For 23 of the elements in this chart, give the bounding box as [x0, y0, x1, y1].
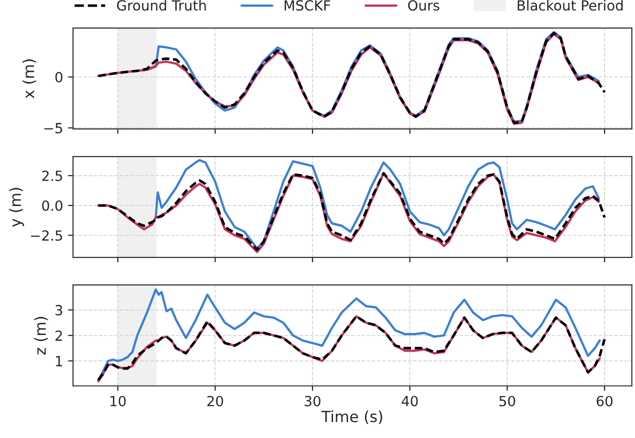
- y-tick-label: 2.5: [42, 170, 62, 182]
- legend-label: MSCKF: [284, 0, 330, 11]
- y-axis-title: x (m): [22, 59, 36, 98]
- y-tick-label: 2: [55, 330, 62, 341]
- y-tick-label: 3: [56, 304, 62, 316]
- x-tick-label: 50: [499, 396, 516, 406]
- legend-label: Ours: [408, 0, 440, 11]
- y-tick-label: 0.0: [42, 200, 62, 211]
- y-tick-label: 1: [56, 356, 62, 366]
- x-tick-label: 10: [110, 396, 126, 406]
- y-axis-title: y (m): [9, 188, 24, 227]
- legend-label: Ground Truth: [117, 0, 206, 11]
- y-tick-label: 0: [55, 72, 62, 82]
- line-series: [97, 288, 601, 382]
- x-tick-label: 60: [596, 396, 612, 406]
- x-tick-label: 20: [207, 396, 224, 406]
- y-axis-title: z (m): [34, 316, 48, 355]
- x-tick-label: 30: [304, 396, 320, 406]
- y-tick-label: −2.5: [31, 230, 62, 241]
- legend-label: Blackout Period: [518, 0, 623, 11]
- x-axis-title: Time (s): [321, 410, 382, 424]
- y-tick-label: −5: [44, 123, 62, 134]
- x-tick-label: 40: [402, 396, 418, 406]
